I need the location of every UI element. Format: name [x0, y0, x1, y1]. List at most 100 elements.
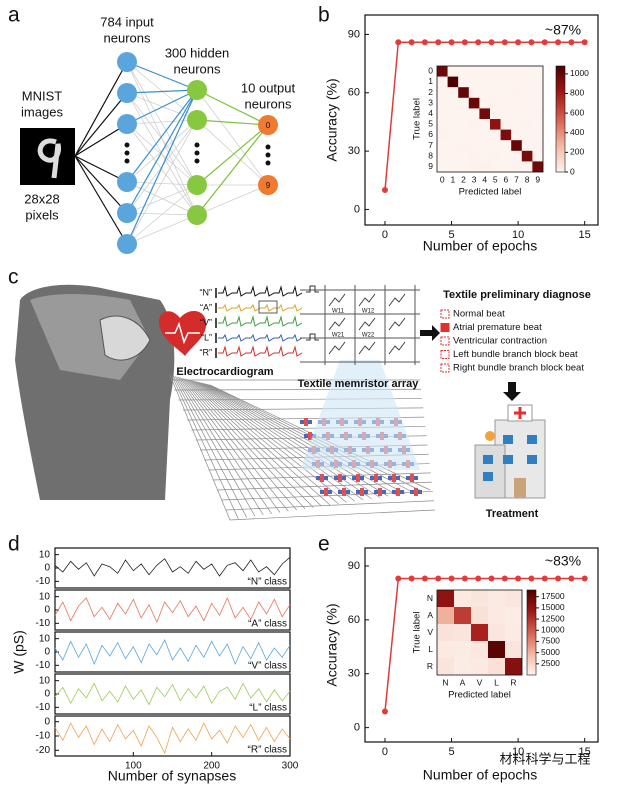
heat-cell [454, 658, 472, 676]
data-point [408, 575, 415, 582]
row-label: 8 [428, 150, 433, 160]
heat-cell [479, 140, 491, 151]
memristor-node [374, 474, 378, 482]
y-tick-label: 0 [44, 716, 50, 727]
heat-cell [490, 119, 501, 130]
colorbar-tick-label: 400 [570, 127, 584, 137]
heat-cell [458, 150, 469, 162]
textile-mesh [169, 360, 436, 521]
door [514, 478, 526, 498]
heat-cell [532, 108, 544, 120]
ecg-trace [218, 315, 303, 327]
col-label: V [477, 677, 483, 687]
weight-label: W22 [362, 333, 375, 339]
col-label: 9 [535, 174, 540, 184]
heat-cell [532, 140, 544, 151]
data-point [395, 575, 402, 582]
mesh-thread [229, 509, 436, 521]
ecg-label: “A” [200, 302, 212, 312]
data-point [568, 575, 575, 582]
memristor-crossbar: W11 W12 W21 W22 [300, 285, 420, 365]
col-label: 6 [504, 174, 509, 184]
heat-cell [521, 76, 533, 88]
heat-cell [468, 66, 480, 77]
connection [126, 61, 198, 91]
heat-cell [468, 108, 480, 120]
heat-cell [447, 119, 459, 130]
heat-cell [490, 76, 501, 88]
x-tick-label: 300 [282, 761, 299, 772]
heat-cell [437, 150, 448, 162]
checkbox [440, 309, 450, 319]
heat-cell [532, 150, 544, 162]
checkbox [440, 323, 450, 332]
heat-cell [468, 150, 480, 162]
heat-cell [437, 161, 448, 173]
connection [74, 92, 128, 157]
memristor [358, 341, 376, 355]
y-tick-label: 0 [44, 647, 50, 658]
diagnosis-list: Normal beat Atrial premature beat Ventricu… [440, 309, 584, 374]
heat-cell [454, 641, 472, 659]
diagnosis: Right bundle branch block beat [453, 363, 584, 374]
mesh-thread [186, 378, 314, 508]
col-label: 3 [472, 174, 477, 184]
pulse [306, 285, 319, 293]
memristor [388, 317, 406, 331]
row-label: L [428, 644, 433, 654]
heat-cell [479, 97, 491, 109]
ellipsis-dot [124, 150, 130, 156]
heart-pulse [165, 321, 200, 345]
connection [126, 119, 198, 245]
connection [126, 89, 198, 214]
data-point [381, 708, 388, 715]
colorbar-tick-label: 200 [570, 147, 584, 157]
annotation: ~83% [545, 553, 581, 569]
heat-cell [511, 97, 522, 109]
heat-cell [521, 66, 533, 77]
colorbar-tick-label: 10000 [541, 625, 565, 635]
siren [485, 431, 495, 441]
memristor [388, 341, 406, 355]
diagnosis: Ventricular contraction [453, 336, 547, 347]
heat-cell [488, 658, 506, 676]
col-label: 5 [493, 174, 498, 184]
y-tick-label: 60 [348, 614, 360, 626]
input-label: neurons [104, 30, 151, 45]
connection [196, 119, 269, 126]
pixels-label: 28x28 [24, 191, 59, 206]
connection [74, 61, 128, 157]
heat-cell [532, 66, 544, 77]
x-axis-label: Predicted label [448, 690, 511, 701]
weight-label: W11 [332, 309, 345, 315]
x-tick-label: 200 [203, 761, 220, 772]
ecg-trace [218, 333, 303, 342]
heat-cell [447, 87, 459, 98]
row-label: 0 [428, 66, 433, 76]
heat-cell [500, 66, 512, 77]
mesh-thread [203, 383, 397, 496]
hidden-neuron [187, 205, 207, 225]
memristor-node [360, 488, 364, 496]
y-tick-label: -10 [36, 576, 51, 587]
data-point [581, 39, 588, 46]
heat-cell [437, 624, 455, 642]
data-point [541, 575, 548, 582]
ecg-label: “L” [201, 332, 212, 342]
window [527, 435, 537, 444]
input-label: 784 input [100, 14, 154, 29]
ellipsis-dot [194, 142, 200, 148]
weight-label: W21 [332, 333, 345, 339]
connection [74, 123, 128, 157]
x-tick-label: 15 [579, 229, 591, 241]
panel-label: d [8, 533, 20, 556]
col-label: 0 [440, 174, 445, 184]
y-tick-label: 10 [39, 675, 51, 686]
heat-cell [500, 119, 512, 130]
y-tick-label: 0 [44, 689, 50, 700]
input-neuron [117, 52, 137, 72]
hidden-label: neurons [174, 61, 221, 76]
connection [126, 89, 198, 245]
